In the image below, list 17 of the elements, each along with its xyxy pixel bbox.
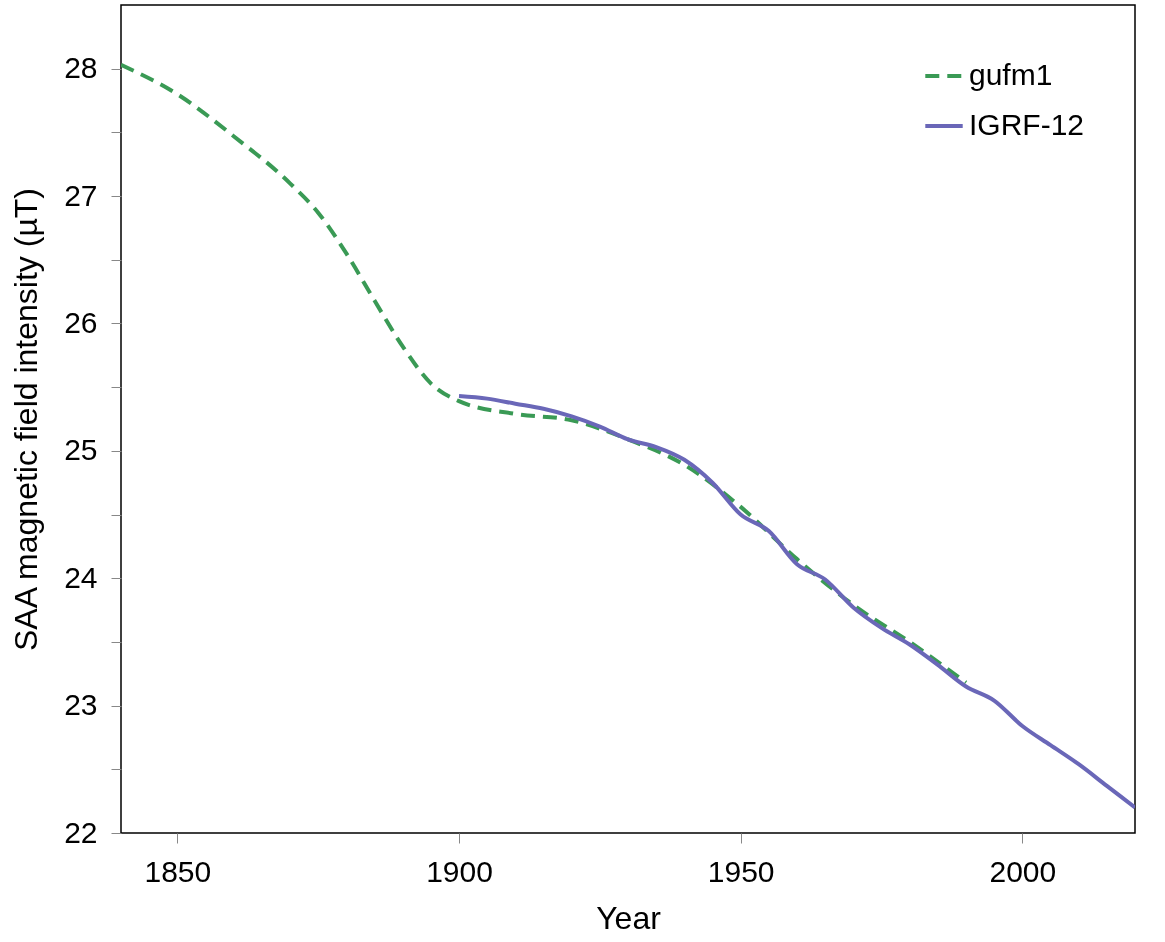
y-axis-title: SAA magnetic field intensity (µT) (8, 187, 45, 652)
y-tick-label: 25 (64, 433, 98, 467)
x-axis-title: Year (596, 899, 662, 936)
x-tick-label: 1950 (707, 854, 775, 888)
y-tick-label: 23 (64, 688, 98, 722)
y-tick-label: 27 (64, 178, 98, 212)
y-tick-label: 28 (64, 51, 98, 85)
y-tick-label: 22 (64, 815, 98, 849)
legend-label: IGRF-12 (969, 108, 1085, 141)
legend-label: gufm1 (969, 58, 1053, 91)
y-tick-label: 24 (64, 560, 98, 594)
x-tick-label: 2000 (989, 854, 1057, 888)
x-tick-label: 1900 (426, 854, 493, 888)
y-tick-label: 26 (64, 305, 98, 339)
line-series (121, 62, 968, 685)
x-tick-label: 1850 (144, 854, 212, 888)
line-series (457, 394, 1135, 810)
